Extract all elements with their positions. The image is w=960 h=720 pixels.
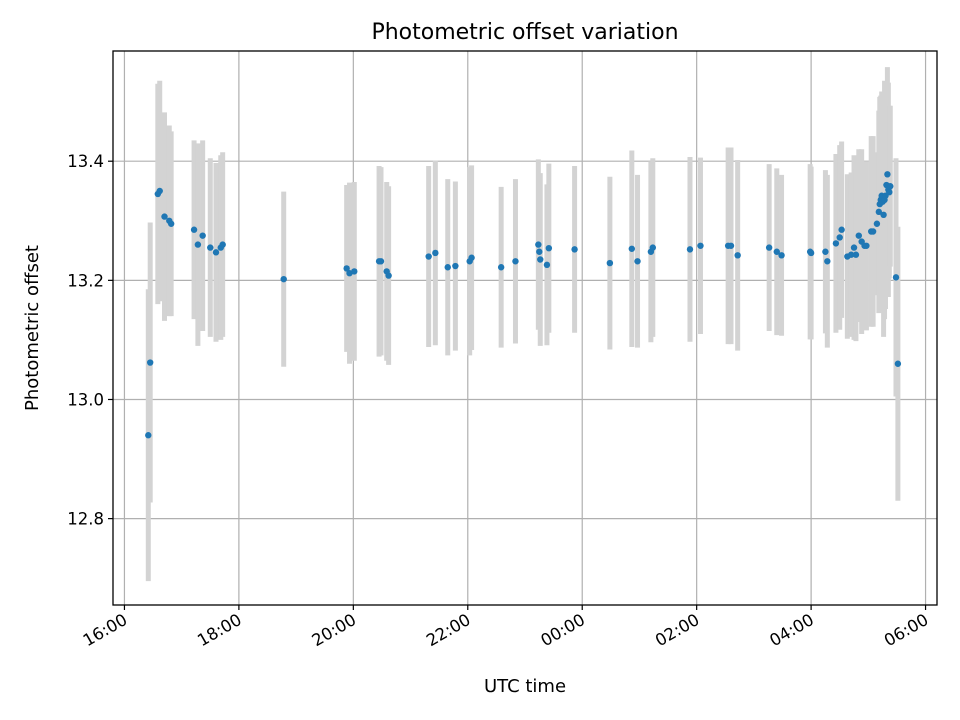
data-point xyxy=(838,226,845,233)
data-point xyxy=(869,228,877,235)
data-point xyxy=(212,249,220,256)
data-point xyxy=(765,244,773,251)
data-point xyxy=(773,248,780,255)
data-point xyxy=(873,220,881,227)
data-point xyxy=(824,258,831,265)
data-point xyxy=(634,258,641,265)
data-point xyxy=(512,258,519,265)
data-point xyxy=(377,258,385,265)
data-point xyxy=(199,232,206,239)
data-point xyxy=(886,188,893,196)
data-point xyxy=(156,187,163,195)
data-point xyxy=(468,254,475,261)
data-point xyxy=(880,211,887,219)
data-point xyxy=(686,246,694,253)
data-point xyxy=(452,262,459,270)
y-tick-label: 12.8 xyxy=(67,510,104,529)
data-point xyxy=(537,256,544,263)
data-points xyxy=(145,171,902,439)
data-point xyxy=(545,244,553,252)
data-point xyxy=(850,244,858,251)
data-point xyxy=(887,183,894,190)
data-point xyxy=(219,241,226,248)
data-point xyxy=(847,251,855,258)
data-point xyxy=(832,240,840,247)
data-point xyxy=(145,432,152,439)
data-point xyxy=(807,249,815,257)
data-point xyxy=(444,264,451,271)
chart-title: Photometric offset variation xyxy=(371,20,678,45)
data-point xyxy=(535,241,542,248)
data-point xyxy=(385,272,392,279)
data-point xyxy=(778,252,785,259)
data-point xyxy=(536,248,543,255)
data-point xyxy=(855,232,862,239)
data-point xyxy=(606,259,614,267)
data-point xyxy=(727,242,735,249)
data-point xyxy=(146,359,154,366)
data-point xyxy=(894,360,902,367)
plot-frame xyxy=(112,50,938,606)
data-point xyxy=(884,171,891,178)
data-point xyxy=(628,245,636,252)
data-point xyxy=(852,251,860,258)
data-point xyxy=(571,246,578,253)
x-axis-label: UTC time xyxy=(484,676,566,697)
data-point xyxy=(497,264,505,271)
grid xyxy=(113,51,937,605)
data-point xyxy=(697,242,704,249)
data-point xyxy=(734,252,741,259)
y-tick-label: 13.0 xyxy=(67,390,104,409)
data-point xyxy=(161,213,168,220)
data-point xyxy=(649,244,656,251)
y-axis-label: Photometric offset xyxy=(22,245,43,411)
data-point xyxy=(190,226,198,233)
data-point xyxy=(207,244,214,251)
data-point xyxy=(280,275,287,283)
data-point xyxy=(892,274,900,281)
y-tick-label: 13.4 xyxy=(67,152,104,171)
data-point xyxy=(875,208,883,216)
data-point xyxy=(167,220,175,227)
data-point xyxy=(425,253,432,260)
data-point xyxy=(863,242,870,249)
data-point xyxy=(543,261,551,269)
data-point xyxy=(432,249,439,257)
data-point xyxy=(343,265,350,272)
data-point xyxy=(836,234,843,241)
data-point xyxy=(351,268,358,275)
data-point xyxy=(194,241,202,248)
y-tick-label: 13.2 xyxy=(67,271,104,290)
data-point xyxy=(822,248,829,255)
